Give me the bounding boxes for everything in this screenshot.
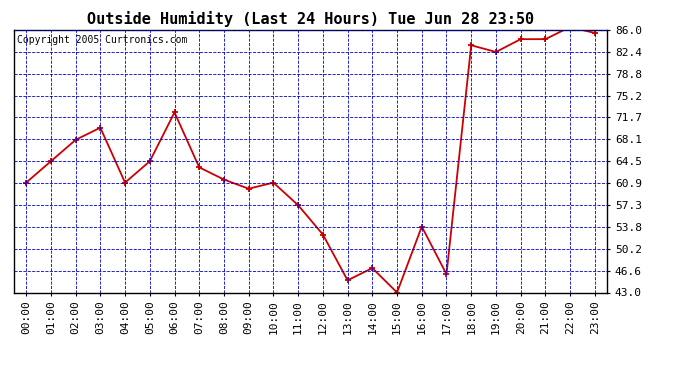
Text: Copyright 2005 Curtronics.com: Copyright 2005 Curtronics.com [17, 35, 187, 45]
Title: Outside Humidity (Last 24 Hours) Tue Jun 28 23:50: Outside Humidity (Last 24 Hours) Tue Jun… [87, 12, 534, 27]
